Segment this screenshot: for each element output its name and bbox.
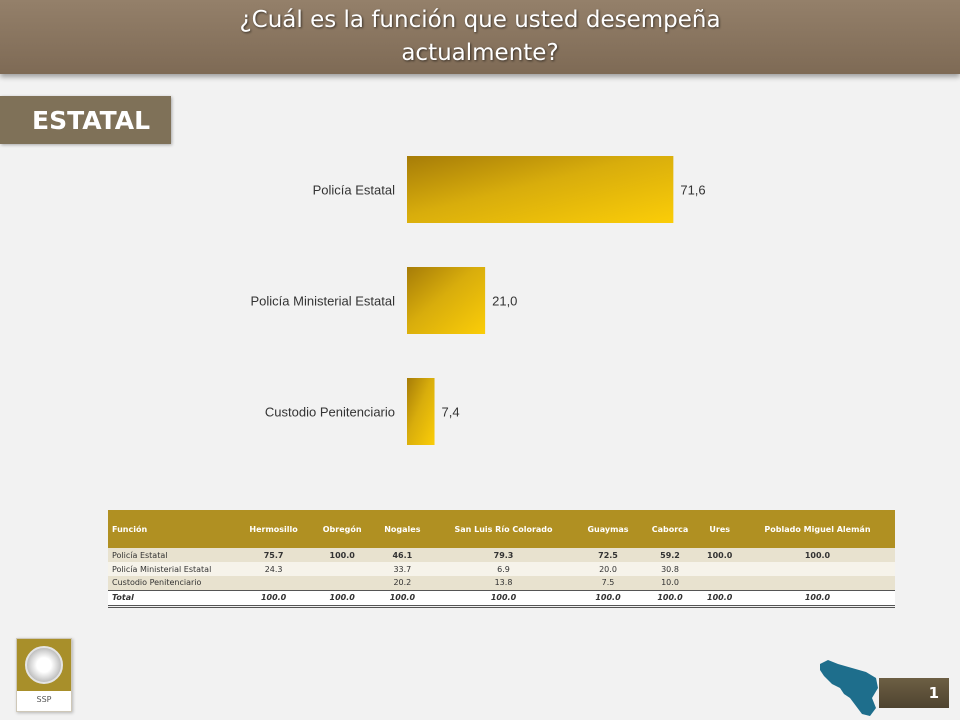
- category-label-1: Policía Ministerial Estatal: [251, 294, 396, 309]
- table-cell: 7.5: [575, 576, 640, 590]
- table-cell: 100.0: [740, 590, 895, 606]
- category-label-0: Policía Estatal: [313, 183, 395, 198]
- column-header: Función: [108, 510, 236, 548]
- bar-chart: Policía Estatal 71,6 Policía Ministerial E…: [0, 140, 960, 460]
- table-cell: 100.0: [432, 590, 576, 606]
- column-header: Nogales: [373, 510, 431, 548]
- logo-background: [17, 639, 71, 691]
- table-cell: 30.8: [641, 562, 700, 576]
- column-header: Guaymas: [575, 510, 640, 548]
- category-label-2: Custodio Penitenciario: [265, 405, 395, 420]
- table-cell: 59.2: [641, 548, 700, 562]
- table-cell: [740, 562, 895, 576]
- table-cell: 100.0: [740, 548, 895, 562]
- table-cell: Custodio Penitenciario: [108, 576, 236, 590]
- table-header-row: Función Hermosillo Obregón Nogales San Luis …: [108, 510, 895, 548]
- table-cell: [699, 576, 740, 590]
- table-total-row: Total 100.0 100.0 100.0 100.0 100.0 100.0 100.0…: [108, 590, 895, 606]
- table-cell: [699, 562, 740, 576]
- table-cell: 20.0: [575, 562, 640, 576]
- table-row: Policía Estatal 75.7 100.0 46.1 79.3 72.5 59.2…: [108, 548, 895, 562]
- table-cell: 10.0: [641, 576, 700, 590]
- bar-1: [407, 267, 485, 334]
- table-cell: 79.3: [432, 548, 576, 562]
- table-row: Policía Ministerial Estatal 24.3 33.7 6.9 20…: [108, 562, 895, 576]
- logo-text: SSP: [17, 695, 71, 704]
- table-row: Custodio Penitenciario 20.2 13.8 7.5 10.0: [108, 576, 895, 590]
- table-cell: 24.3: [236, 562, 311, 576]
- column-header: Ures: [699, 510, 740, 548]
- table-cell: 20.2: [373, 576, 431, 590]
- column-header: Hermosillo: [236, 510, 311, 548]
- table-cell: Policía Estatal: [108, 548, 236, 562]
- table-cell: 13.8: [432, 576, 576, 590]
- table-cell: Policía Ministerial Estatal: [108, 562, 236, 576]
- table-cell: 100.0: [575, 590, 640, 606]
- table-cell: 75.7: [236, 548, 311, 562]
- data-table: Función Hermosillo Obregón Nogales San Luis …: [108, 510, 895, 608]
- table-cell: Total: [108, 590, 236, 606]
- column-header: Caborca: [641, 510, 700, 548]
- table-cell: 6.9: [432, 562, 576, 576]
- sonora-map-icon: [818, 658, 880, 718]
- slide-header: ¿Cuál es la función que usted desempeña …: [0, 0, 960, 74]
- column-header: Poblado Miguel Alemán: [740, 510, 895, 548]
- table-cell: 100.0: [699, 548, 740, 562]
- page-number: 1: [879, 678, 949, 708]
- table-cell: 100.0: [699, 590, 740, 606]
- slide-title: ¿Cuál es la función que usted desempeña …: [170, 4, 790, 70]
- section-tag: ESTATAL: [0, 96, 171, 144]
- table-cell: [740, 576, 895, 590]
- value-label-2: 7,4: [442, 405, 460, 420]
- table-cell: 100.0: [373, 590, 431, 606]
- bar-2: [407, 378, 435, 445]
- table-cell: 72.5: [575, 548, 640, 562]
- value-label-1: 21,0: [492, 294, 517, 309]
- column-header: San Luis Río Colorado: [432, 510, 576, 548]
- table-cell: 100.0: [311, 548, 373, 562]
- table-cell: 46.1: [373, 548, 431, 562]
- table-cell: [236, 576, 311, 590]
- ssp-seal-icon: [25, 646, 63, 684]
- bar-0: [407, 156, 673, 223]
- column-header: Obregón: [311, 510, 373, 548]
- value-label-0: 71,6: [680, 183, 705, 198]
- table-cell: 100.0: [236, 590, 311, 606]
- table-cell: 33.7: [373, 562, 431, 576]
- ssp-logo: SSP: [16, 638, 72, 712]
- table-cell: 100.0: [641, 590, 700, 606]
- table-cell: [311, 576, 373, 590]
- table-cell: [311, 562, 373, 576]
- table-cell: 100.0: [311, 590, 373, 606]
